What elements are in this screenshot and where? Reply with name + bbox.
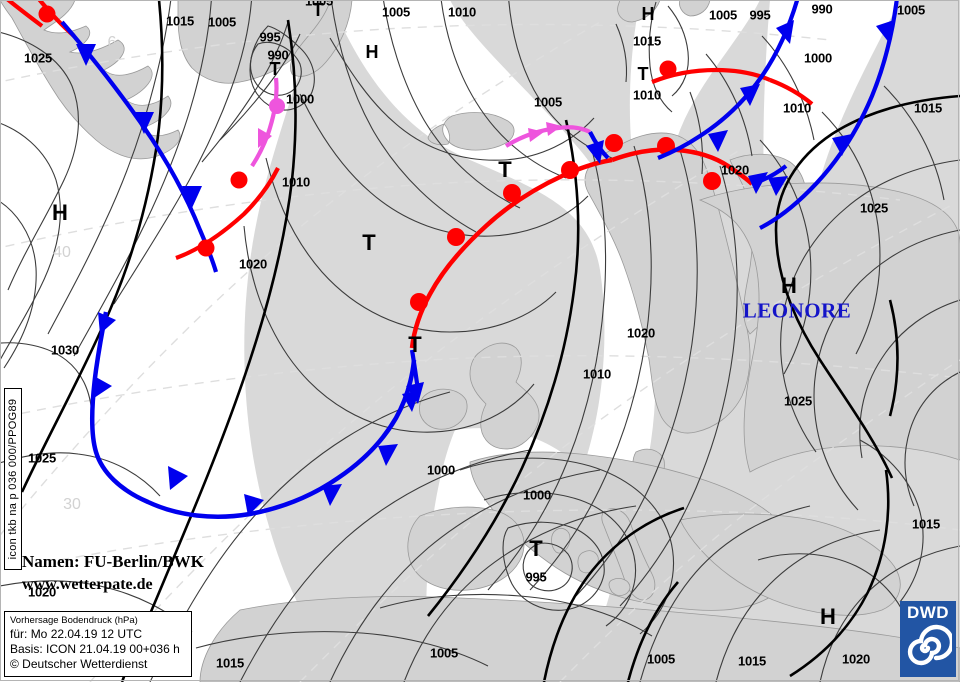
isobar-label: 995 [749,7,771,23]
dwd-logo: DWD [900,601,956,677]
isobar-label: 1005 [646,651,676,667]
low-pressure-centre: T [637,64,649,84]
isobar-label: 1020 [238,256,268,272]
high-pressure-centre: H [781,273,797,298]
legend-basis-label: Basis: ICON [10,641,77,656]
cold-front-995-low [406,349,424,404]
warm-front-atlantic-west [175,167,280,260]
graticule-label: 30 [63,496,81,513]
warm-front-scandinavia [605,134,754,190]
occluded-front-greenland-low [250,77,285,168]
isobar-label: 1005 [533,94,563,110]
isobar-label: 1015 [913,100,943,116]
product-code-text: icon tkb na p 036 000/PPOG89 [7,398,19,560]
cold-front-northeast-1 [657,0,800,160]
isobar-label: 1015 [911,516,941,532]
isobar-label: 990 [267,47,289,63]
isobar-label: 1000 [522,487,552,503]
low-pressure-centre: T [312,0,324,20]
isobar-label: 1015 [632,33,662,49]
product-code-strip: icon tkb na p 036 000/PPOG89 [4,388,22,570]
cold-front-norwegian-sea [586,131,610,164]
isobar-label: 1010 [281,174,311,190]
legend-valid-row: für: Mo 22.04.19 12 UTC [10,627,186,642]
high-pressure-centre: H [820,604,836,629]
isobar-label: 1010 [632,87,662,103]
isobar-label: 1000 [803,50,833,66]
low-pressure-centre: T [269,59,281,79]
isobars-bold [20,0,960,682]
isobar-label: 1015 [215,655,245,671]
legend-copyright: © Deutscher Wetterdienst [10,656,148,671]
occluded-front-norwegian-sea [504,122,591,148]
isobar-label: 1015 [165,13,195,29]
high-pressure-centre: H [641,4,655,24]
isobar-label: 990 [811,1,833,17]
isobar-label: 995 [525,569,547,585]
isobar-label: 1005 [207,14,237,30]
graticule-label: 40 [53,244,71,261]
isobar-label: 1025 [859,200,889,216]
isobar-label: 1020 [720,162,750,178]
high-pressure-centre: H [52,200,68,225]
legend-valid-time: Mo 22.04.19 12 UTC [30,626,143,641]
sponsor-line-1: Namen: FU-Berlin/BWK [22,552,204,571]
isobar-label: 1010 [447,4,477,20]
spiral-icon [907,624,952,666]
isobar-label: 1015 [737,653,767,669]
low-pressure-centre: T [408,332,422,357]
system-name-label: LEONORE [742,298,852,323]
sponsor-line-2: www.wetterpate.de [22,576,153,593]
isobar-label: 1020 [626,325,656,341]
isobar-label: 1025 [27,450,57,466]
isobar-label: 1020 [27,584,57,600]
graticule [0,21,960,682]
graticule-label: 6 [107,34,117,51]
isobar-label: 1030 [50,342,80,358]
low-pressure-centre: T [362,230,376,255]
low-pressure-centre: T [529,536,543,561]
legend-basis-row: Basis: ICON 21.04.19 00+036 h [10,642,186,657]
isobar-label: 1005 [429,645,459,661]
dwd-logo-text: DWD [906,603,950,622]
isobar-label: 1020 [841,651,871,667]
cold-front-northeast-2 [759,0,899,230]
isobar-label: 995 [259,29,281,45]
isobar-label: 1005 [381,4,411,20]
isobar-label: 1025 [23,50,53,66]
isobar-label: 1010 [582,366,612,382]
legend-valid-label: für: [10,626,28,641]
low-pressure-centre: T [498,157,512,182]
high-pressure-centre: H [365,42,379,62]
warm-front-main-atlantic [409,157,613,349]
isobar-label: 1005 [708,7,738,23]
warm-front-fragment-northwest [4,0,44,28]
legend-box: Vorhersage Bodendruck (hPa) für: Mo 22.0… [4,611,192,677]
isobar-label: 1025 [783,393,813,409]
isobar-label: 1000 [426,462,456,478]
isobar-label: 1000 [285,91,315,107]
isobar-label: 1010 [782,100,812,116]
isobar-label: 1005 [304,0,334,9]
legend-basis-time: 21.04.19 00+036 h [79,641,180,656]
isobar-label: 1005 [896,2,926,18]
warm-front-northeast [651,60,771,84]
legend-title: Vorhersage Bodendruck (hPa) [10,615,138,626]
warm-front-far-east [769,78,814,106]
cold-front-north-sea [748,164,788,194]
